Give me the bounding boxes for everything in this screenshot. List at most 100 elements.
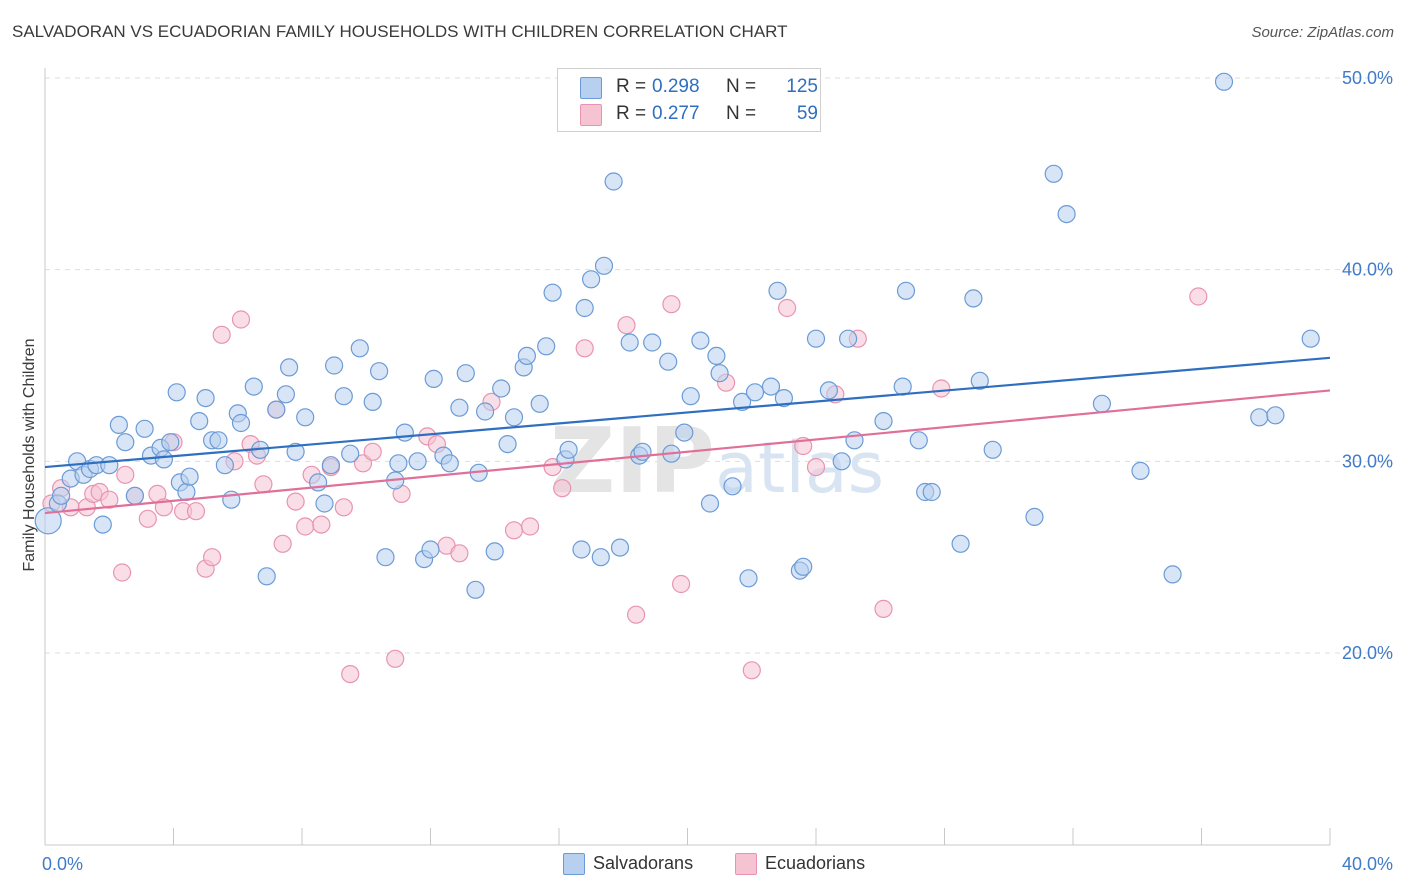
salvadoran-point xyxy=(559,440,578,459)
salvadoran-point xyxy=(231,413,251,433)
salvadoran-point xyxy=(100,456,119,475)
ecuadorian-point xyxy=(363,442,382,461)
salvadoran-point xyxy=(466,580,485,599)
ecuadorian-point xyxy=(520,517,540,536)
salvadoran-point xyxy=(450,398,469,417)
salvadoran-point xyxy=(408,452,427,471)
ecuadorian-swatch xyxy=(735,853,757,875)
salvadoran-point xyxy=(376,548,395,567)
salvadoran-point xyxy=(389,454,408,473)
ecuadorian-point xyxy=(116,465,135,484)
ecuadorian-point xyxy=(932,379,951,398)
y-tick-label: 50.0% xyxy=(1342,68,1393,88)
ecuadorian-point xyxy=(626,605,646,624)
salvadoran-point xyxy=(190,412,209,431)
ecuadorian-point xyxy=(312,515,331,534)
salvadoran-point xyxy=(280,358,299,377)
salvadoran-point xyxy=(681,387,700,406)
ecuadorian-swatch xyxy=(580,104,602,126)
salvadoran-point xyxy=(745,383,765,402)
salvadoran-point xyxy=(267,400,286,419)
salvadoran-point xyxy=(768,281,787,300)
ecuadorian-point xyxy=(341,664,360,684)
ecuadorian-trend-line xyxy=(44,389,1331,515)
ecuadorian-point xyxy=(203,548,222,567)
ecuadorian-points xyxy=(42,287,1208,684)
ecuadorian-point xyxy=(874,599,893,619)
salvadoran-point xyxy=(659,352,678,371)
salvadoran-point xyxy=(215,456,234,475)
salvadoran-point xyxy=(135,419,154,438)
salvadoran-point xyxy=(93,515,112,534)
ecuadorian-point xyxy=(504,521,524,540)
ecuadorian-point xyxy=(186,502,206,521)
ecuadorian-point xyxy=(334,498,353,517)
salvadoran-point xyxy=(604,172,623,191)
salvadoran-point xyxy=(209,431,228,450)
ecuadorian-point xyxy=(231,310,251,329)
ecuadorian-point xyxy=(777,298,797,318)
salvadoran-point xyxy=(581,270,601,289)
salvadoran-point xyxy=(964,289,983,308)
salvadoran-point xyxy=(34,507,62,535)
legend-box: R = 0.298 N = 125 R = 0.277 N = 59 xyxy=(557,68,821,132)
salvadoran-swatch xyxy=(580,77,602,99)
salvadoran-point xyxy=(732,392,752,411)
x-tick-label: 0.0% xyxy=(42,854,83,874)
salvadoran-point xyxy=(363,392,382,411)
salvadoran-point xyxy=(154,450,173,469)
ecuadorian-point xyxy=(553,479,572,498)
salvadoran-point xyxy=(643,333,662,352)
salvadoran-point xyxy=(492,379,511,398)
y-tick-label: 30.0% xyxy=(1342,451,1393,471)
salvadoran-point xyxy=(1025,507,1044,527)
salvadoran-point xyxy=(537,337,556,356)
ecuadorian-point xyxy=(386,649,405,668)
salvadoran-point xyxy=(456,364,475,383)
salvadoran-point xyxy=(341,444,360,463)
salvadoran-point xyxy=(983,440,1002,459)
salvadoran-point xyxy=(485,542,504,561)
salvadoran-point xyxy=(244,377,263,396)
salvadoran-point xyxy=(161,433,180,452)
salvadoran-point xyxy=(739,569,758,588)
ecuadorian-point xyxy=(575,339,594,358)
salvadoran-point xyxy=(196,389,215,408)
salvadoran-point xyxy=(700,494,720,513)
salvadoran-point xyxy=(321,456,340,475)
salvadoran-point xyxy=(610,538,630,557)
salvadoran-point xyxy=(675,423,694,442)
salvadoran-point xyxy=(1214,72,1234,91)
salvadoran-point xyxy=(794,557,813,576)
salvadoran-point xyxy=(440,454,459,473)
salvadoran-point xyxy=(832,452,851,471)
salvadoran-trend-line xyxy=(44,356,1331,469)
salvadoran-point xyxy=(594,256,614,275)
salvadoran-point xyxy=(180,467,199,486)
salvadoran-point xyxy=(774,389,794,408)
salvadoran-point xyxy=(325,356,344,375)
ecuadorian-point xyxy=(138,509,157,528)
salvadoran-point xyxy=(125,486,144,505)
legend-n-label: N = xyxy=(726,103,757,124)
salvadoran-point xyxy=(572,540,591,559)
ecuadorian-point xyxy=(806,458,826,477)
salvadoran-point xyxy=(395,423,414,442)
grid-layer xyxy=(45,77,1395,654)
trend-lines xyxy=(44,356,1331,515)
legend-r-label: R = xyxy=(616,76,647,97)
salvadoran-point xyxy=(723,477,742,496)
salvadoran-point xyxy=(591,548,610,567)
legend-n-value: 125 xyxy=(786,76,818,97)
salvadoran-point xyxy=(893,377,912,396)
salvadoran-point xyxy=(296,408,315,427)
ecuadorian-point xyxy=(450,544,469,563)
salvadoran-point xyxy=(504,408,524,427)
ecuadorian-point xyxy=(662,295,681,314)
legend-n-label: N = xyxy=(726,76,757,97)
salvadoran-point xyxy=(350,339,369,358)
salvadoran-point xyxy=(806,329,826,348)
salvadoran-point xyxy=(1163,565,1182,584)
salvadoran-point xyxy=(517,346,537,365)
bottom-legend-label: Salvadorans xyxy=(593,853,694,873)
